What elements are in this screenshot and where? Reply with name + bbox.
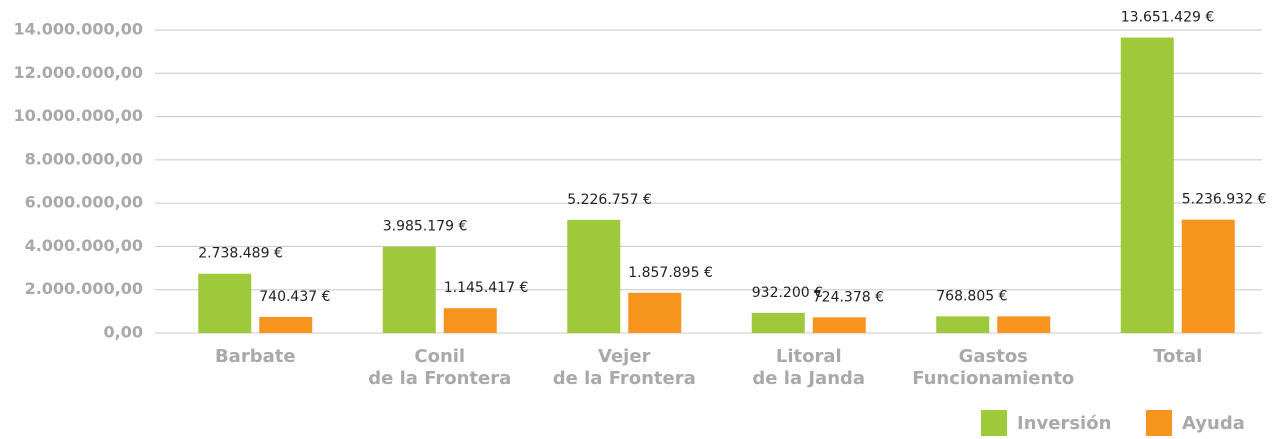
- y-tick-label: 2.000.000,00: [25, 279, 143, 298]
- y-tick-label: 14.000.000,00: [13, 20, 143, 39]
- legend-label: Ayuda: [1182, 413, 1245, 434]
- x-tick-label: Conil de la Frontera: [368, 346, 511, 389]
- value-label: 13.651.429 €: [1121, 10, 1215, 26]
- value-label: 740.437 €: [259, 289, 330, 305]
- bar: [751, 312, 805, 333]
- y-tick-label: 0,00: [104, 323, 143, 342]
- bar: [812, 317, 866, 333]
- y-tick-label: 12.000.000,00: [13, 63, 143, 82]
- legend-label: Inversión: [1017, 413, 1111, 434]
- x-tick-label: Total: [1153, 346, 1202, 367]
- bar: [628, 292, 682, 333]
- value-label: 932.200 €: [752, 285, 823, 301]
- bar: [443, 308, 497, 333]
- x-tick-label: Vejer de la Frontera: [553, 346, 696, 389]
- bar: [259, 316, 313, 333]
- bar: [382, 246, 436, 333]
- legend-swatch: [1146, 410, 1172, 436]
- bar: [1181, 219, 1235, 333]
- value-label: 1.145.417 €: [444, 280, 529, 296]
- bar: [1120, 37, 1174, 334]
- value-label: 5.226.757 €: [567, 192, 652, 208]
- y-tick-label: 6.000.000,00: [25, 193, 143, 212]
- value-label: 3.985.179 €: [383, 219, 468, 235]
- bar: [997, 316, 1051, 333]
- legend-swatch: [981, 410, 1007, 436]
- value-label: 724.378 €: [813, 289, 884, 305]
- y-tick-label: 10.000.000,00: [13, 106, 143, 125]
- bar: [198, 273, 252, 333]
- value-label: 1.857.895 €: [628, 265, 713, 281]
- x-tick-label: Gastos Funcionamiento: [912, 346, 1074, 389]
- value-label: 2.738.489 €: [198, 246, 283, 262]
- y-tick-label: 8.000.000,00: [25, 149, 143, 168]
- x-tick-label: Litoral de la Janda: [752, 346, 865, 389]
- y-tick-label: 4.000.000,00: [25, 236, 143, 255]
- x-tick-label: Barbate: [215, 346, 296, 367]
- value-label: 5.236.932 €: [1182, 192, 1267, 208]
- bar: [567, 219, 621, 333]
- value-label: 768.805 €: [936, 288, 1007, 304]
- bar: [936, 316, 990, 333]
